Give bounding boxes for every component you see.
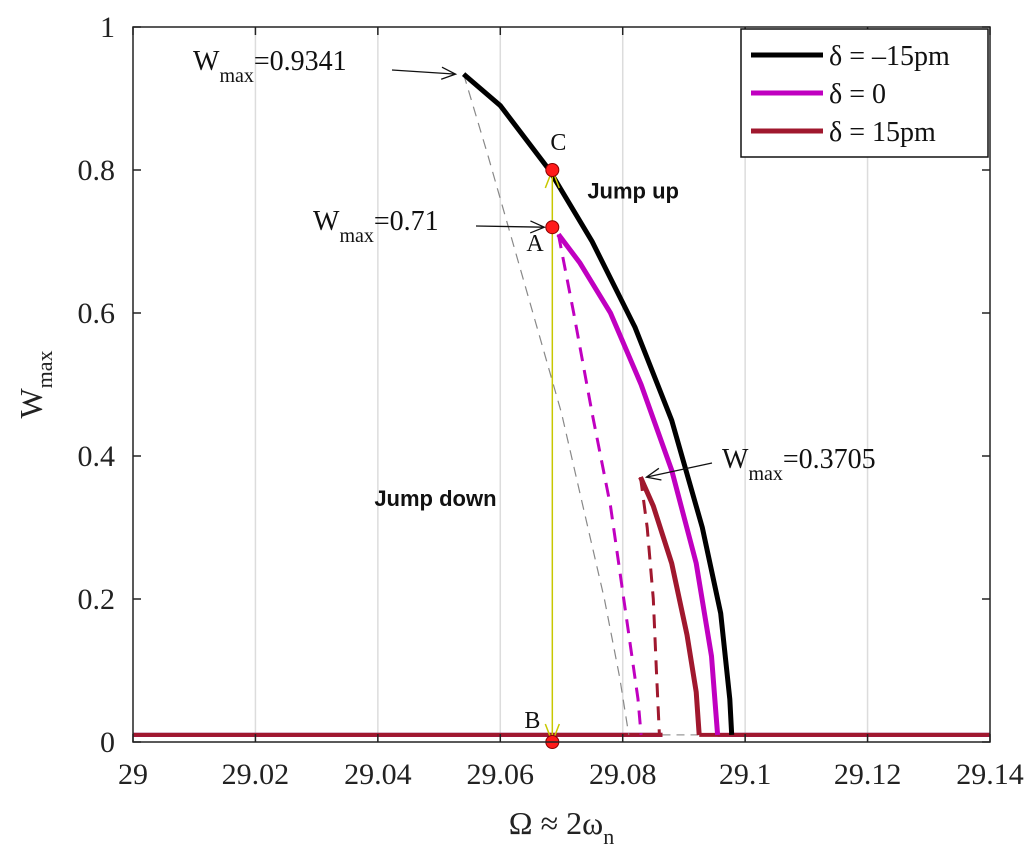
y-tick-label: 0.8	[78, 154, 116, 187]
x-tick-label: 29	[118, 758, 148, 791]
y-axis-title-main: W	[13, 388, 49, 419]
x-axis-title: Ω ≈ 2ωn	[509, 805, 614, 849]
annotation-arrowhead	[440, 66, 458, 80]
jump-layer: Jump up Jump down	[374, 167, 679, 745]
point-label: A	[526, 231, 544, 257]
series-unstable-branch	[463, 73, 630, 735]
series-stable-branch	[556, 232, 721, 736]
point-label: C	[550, 130, 566, 156]
wmax-annotation-subscript: max	[748, 463, 782, 485]
marker-point	[545, 220, 560, 235]
wmax-annotation-value: =0.9341	[254, 46, 347, 77]
y-tick-label: 0.2	[78, 583, 116, 616]
y-tick-label: 0	[100, 726, 115, 759]
annotation-arrowhead	[644, 467, 662, 481]
x-axis-title-main: Ω ≈ 2ω	[509, 805, 603, 841]
legend-label: δ = 15pm	[829, 117, 936, 148]
legend-label: δ = 0	[829, 79, 886, 110]
annotation-arrowhead	[529, 220, 546, 234]
legend: δ = –15pm δ = 0 δ = 15pm	[740, 28, 989, 158]
x-tick-label: 29.08	[589, 758, 657, 791]
x-axis-title-sub: n	[603, 824, 614, 849]
series-stable-branch	[638, 476, 702, 736]
y-tick-label: 0.6	[78, 297, 116, 330]
wmax-annotation: Wmax=0.3705	[722, 444, 876, 485]
wmax-annotation-symbol: W	[193, 46, 220, 77]
legend-label: δ = –15pm	[829, 41, 950, 72]
y-axis-title: Wmax	[13, 350, 57, 418]
y-tick-label: 0.4	[78, 440, 116, 473]
wmax-annotation-symbol: W	[313, 206, 340, 237]
wmax-annotation-subscript: max	[219, 65, 253, 87]
plot-frame	[132, 26, 991, 743]
y-axis-title-sub: max	[32, 350, 57, 388]
jump-up-label: Jump up	[587, 179, 679, 204]
series-unstable-branch	[556, 234, 643, 736]
marker-point	[545, 163, 560, 177]
x-tick-label: 29.04	[344, 758, 412, 791]
annotation-arrow-line	[646, 462, 713, 478]
y-tick-label: 1	[100, 11, 115, 44]
wmax-annotation-value: =0.71	[374, 206, 439, 237]
series-layer	[133, 72, 990, 737]
wmax-annotation: Wmax=0.9341	[193, 46, 347, 87]
wmax-annotation-symbol: W	[722, 444, 749, 475]
axis-ticks: 29 29.02 29.04 29.06 29.08 29.1 29.12 29.14 0 0.2…	[78, 11, 1024, 791]
annotation-arrow-line	[475, 225, 545, 228]
x-tick-label: 29.02	[222, 758, 290, 791]
wmax-annotation: Wmax=0.71	[313, 206, 439, 247]
point-label: B	[524, 708, 540, 734]
series-stable-branch	[461, 72, 735, 736]
wmax-annotation-value: =0.3705	[783, 444, 876, 475]
points-layer: A B C	[524, 130, 566, 749]
x-tick-label: 29.06	[467, 758, 535, 791]
series-unstable-branch	[639, 476, 661, 735]
annotation-arrow-line	[391, 69, 456, 75]
x-tick-label: 29.14	[956, 758, 1024, 791]
jump-down-label: Jump down	[374, 486, 496, 511]
x-tick-label: 29.12	[834, 758, 902, 791]
wmax-annotation-subscript: max	[339, 225, 373, 247]
x-tick-label: 29.1	[719, 758, 772, 791]
